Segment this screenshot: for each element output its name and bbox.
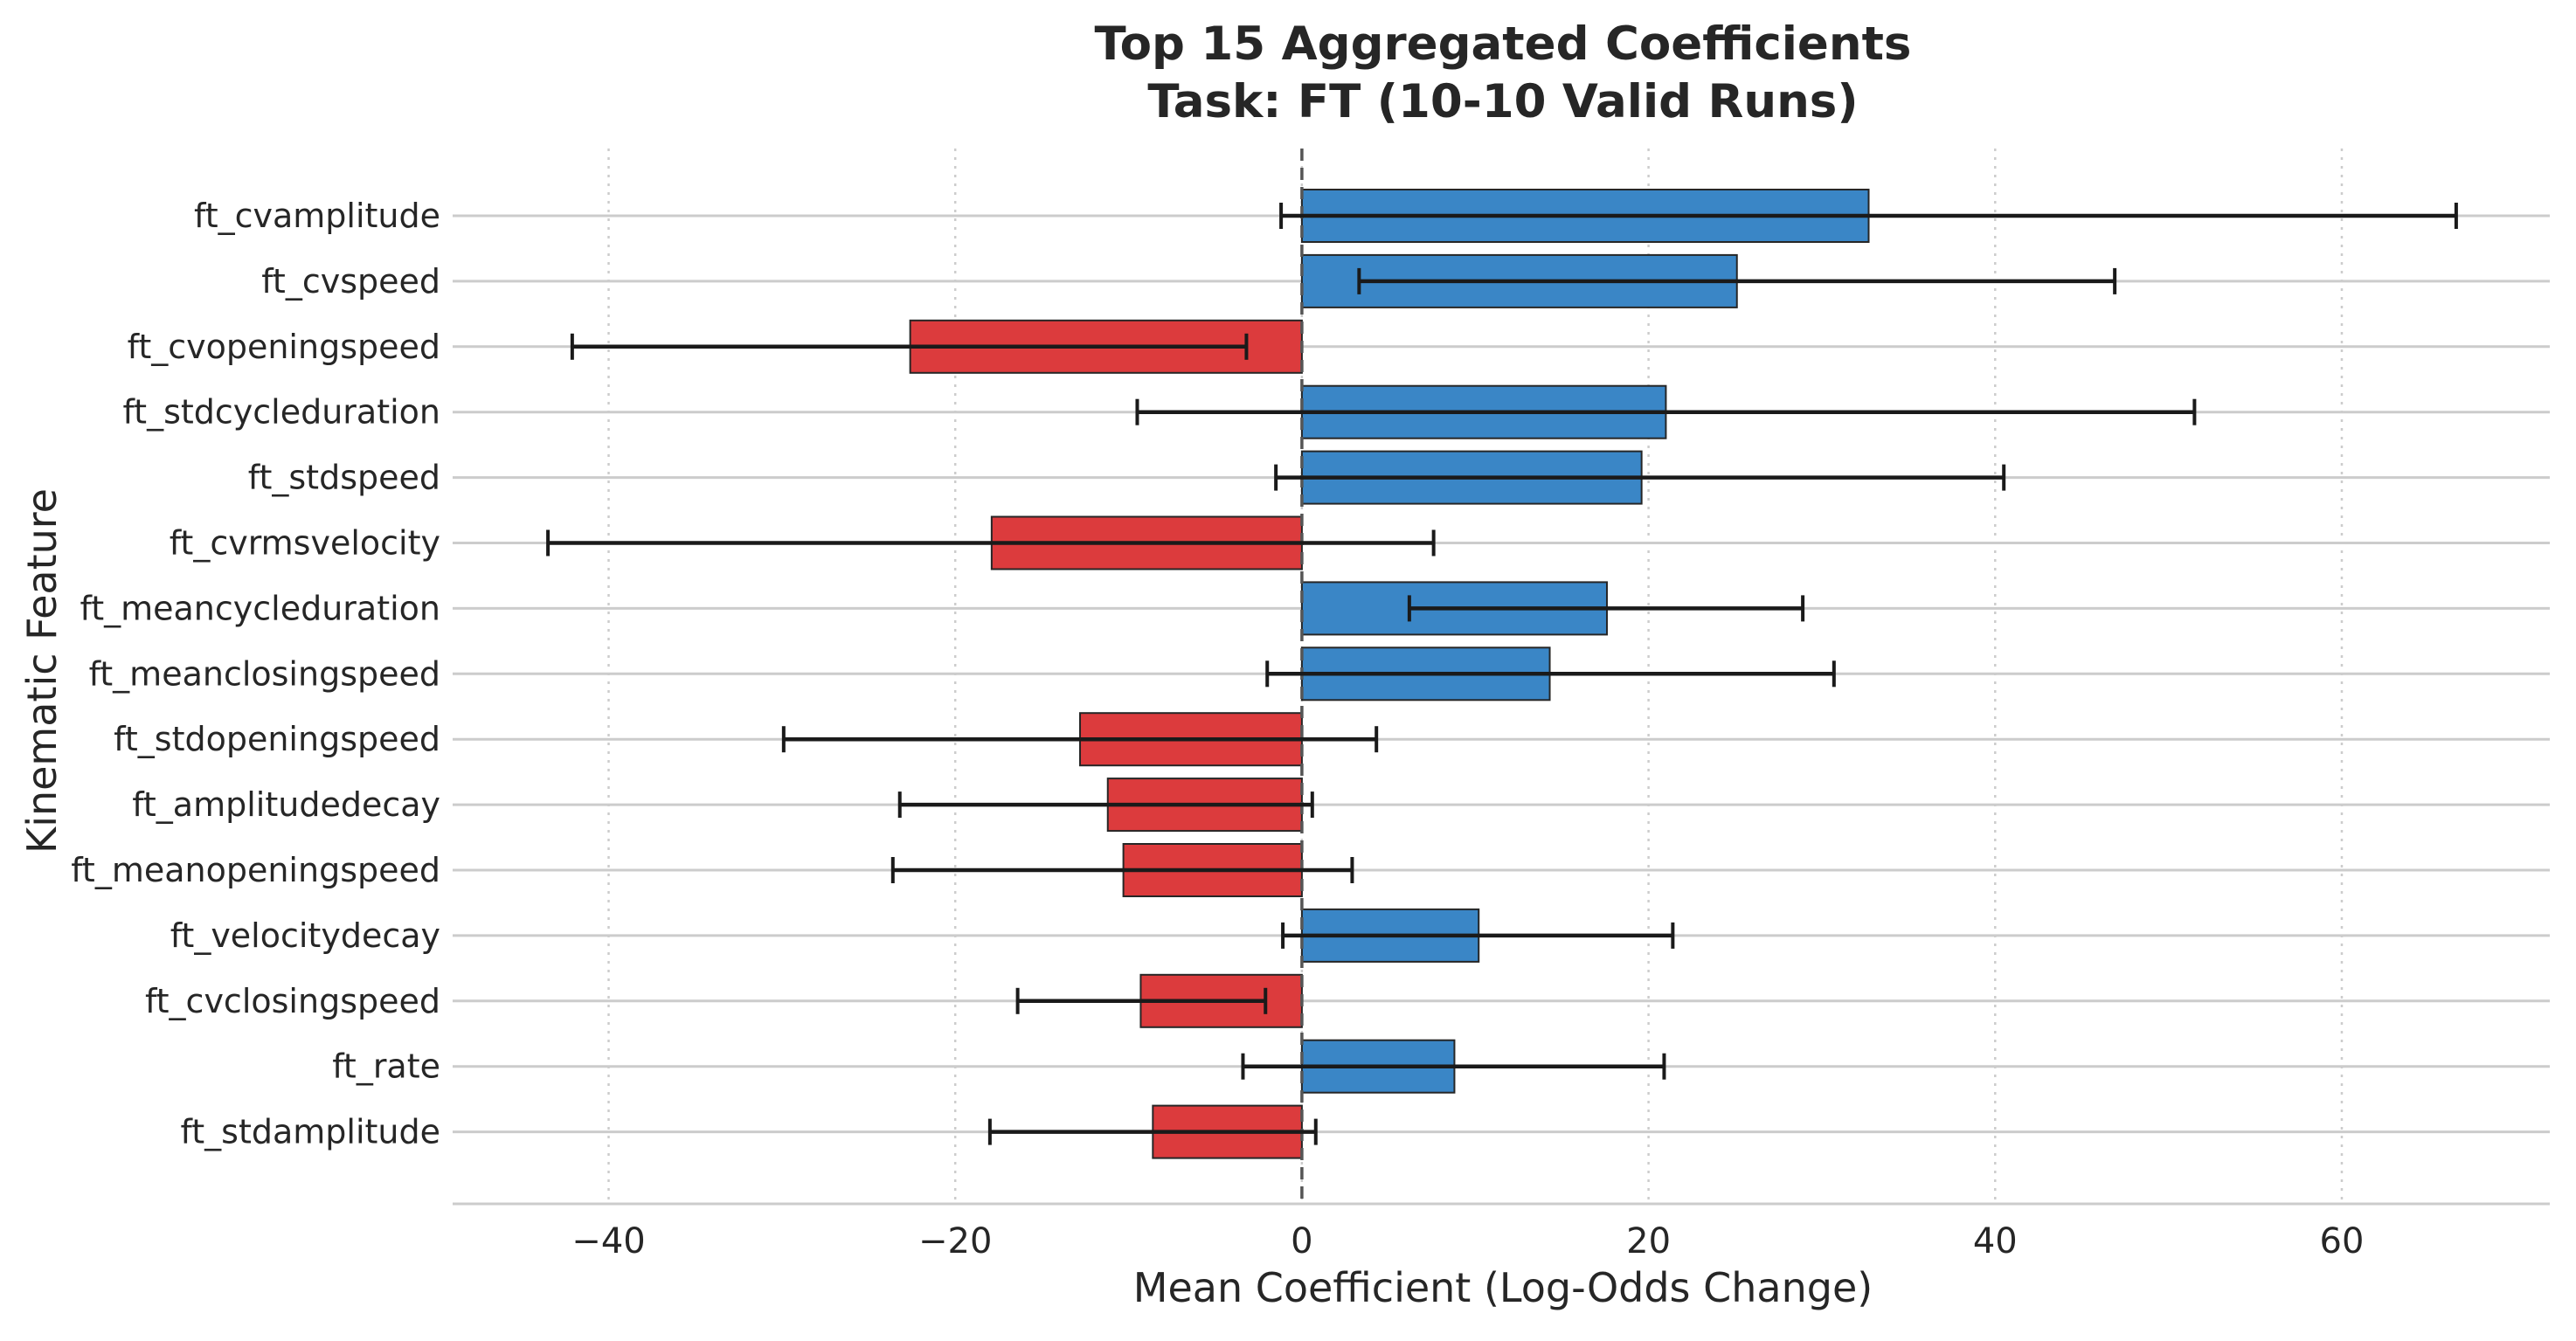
y-tick-label: ft_meancycleduration bbox=[80, 589, 441, 627]
y-tick-label: ft_stdspeed bbox=[248, 459, 440, 497]
y-tick-label: ft_amplitudedecay bbox=[132, 785, 440, 824]
error-bar-layer bbox=[546, 203, 2458, 1145]
y-tick-label: ft_meanclosingspeed bbox=[89, 654, 440, 693]
x-tick-label: 20 bbox=[1626, 1221, 1671, 1262]
y-tick-label: ft_cvopeningspeed bbox=[128, 328, 440, 366]
x-tick-label: −20 bbox=[918, 1221, 992, 1262]
y-tick-label: ft_cvspeed bbox=[261, 262, 440, 301]
y-tick-label: ft_rate bbox=[332, 1047, 440, 1086]
chart-title-line-1: Top 15 Aggregated Coefficients bbox=[1095, 17, 1912, 71]
tick-label-layer: −40 −20 0 20 40 60 ft_cvamplitude ft_cvspeed ft_… bbox=[71, 197, 2364, 1262]
y-tick-label: ft_velocitydecay bbox=[170, 916, 440, 955]
chart-title-line-2: Task: FT (10-10 Valid Runs) bbox=[1147, 75, 1858, 128]
x-tick-label: −40 bbox=[571, 1221, 645, 1262]
x-tick-label: 0 bbox=[1291, 1221, 1312, 1262]
y-axis-label: Kinematic Feature bbox=[18, 488, 66, 854]
y-tick-label: ft_cvrmsvelocity bbox=[170, 524, 440, 563]
y-tick-label: ft_cvclosingspeed bbox=[145, 982, 440, 1020]
x-tick-label: 40 bbox=[1973, 1221, 2018, 1262]
y-tick-label: ft_cvamplitude bbox=[194, 197, 440, 235]
x-tick-label: 60 bbox=[2320, 1221, 2365, 1262]
x-axis-label: Mean Coefficient (Log-Odds Change) bbox=[1133, 1264, 1873, 1311]
y-tick-label: ft_stdamplitude bbox=[181, 1113, 440, 1151]
y-tick-label: ft_stdcycleduration bbox=[122, 393, 440, 432]
y-tick-label: ft_stdopeningspeed bbox=[114, 720, 440, 758]
y-tick-label: ft_meanopeningspeed bbox=[71, 851, 440, 889]
